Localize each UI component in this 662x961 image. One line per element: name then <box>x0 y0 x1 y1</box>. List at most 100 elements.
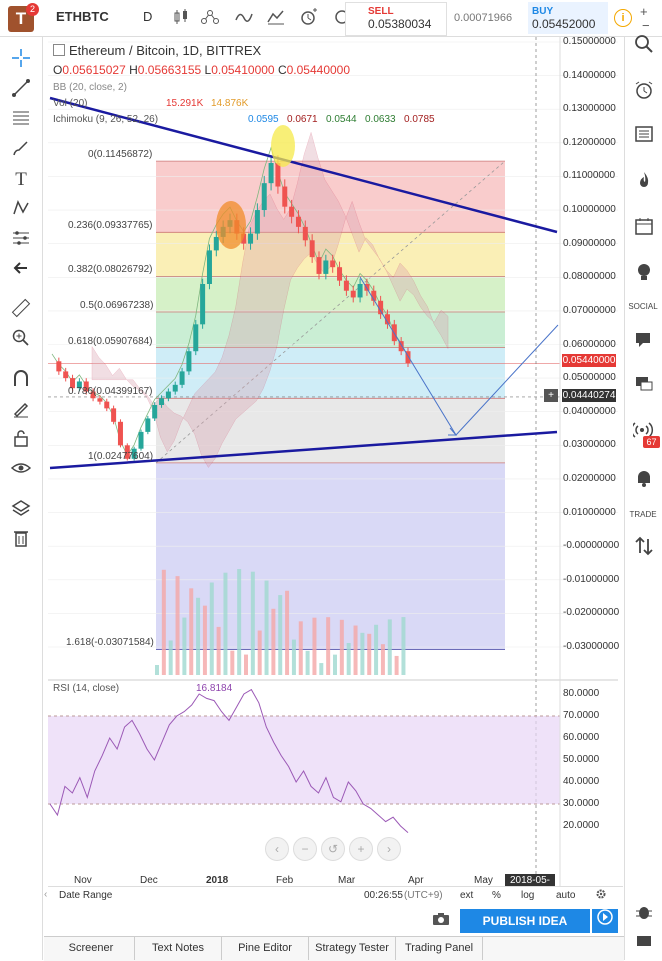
fib-zone <box>156 398 505 463</box>
calendar-icon[interactable] <box>632 216 656 240</box>
layers-icon[interactable] <box>9 498 33 522</box>
rsi-tick-label: 40.0000 <box>563 776 600 787</box>
rsi-indicator-label[interactable]: RSI (14, close) <box>53 683 120 694</box>
brush-icon[interactable] <box>9 138 33 162</box>
magnet-icon[interactable] <box>9 368 33 392</box>
ichimoku-indicator-label[interactable]: Ichimoku (9, 26, 52, 26) <box>53 114 159 125</box>
compare-icon[interactable] <box>200 8 220 26</box>
symbol-search[interactable]: ETHBTC <box>56 9 109 24</box>
scroll-right-button[interactable]: › <box>377 837 401 861</box>
rsi-panel <box>48 679 618 833</box>
tab-screener[interactable]: Screener <box>48 936 135 960</box>
search-icon[interactable] <box>632 34 656 58</box>
candle-body <box>289 206 295 217</box>
price-tick-label: 0.04000000 <box>563 405 616 417</box>
candles-style-icon[interactable] <box>171 8 191 26</box>
timezone-selector[interactable]: (UTC+9) <box>404 890 443 901</box>
ext-hours-toggle[interactable]: ext <box>460 890 474 901</box>
collapse-legend-icon[interactable] <box>53 44 65 56</box>
snapshot-camera-icon[interactable] <box>432 912 450 929</box>
lock-icon[interactable] <box>9 428 33 452</box>
ruler-icon[interactable] <box>9 298 33 322</box>
templates-icon[interactable] <box>266 8 286 26</box>
eye-icon[interactable] <box>9 458 33 482</box>
bug-report-icon[interactable] <box>632 902 656 926</box>
last-price-label: 0.05440000 <box>562 354 616 367</box>
chats-icon[interactable] <box>632 330 656 354</box>
streams-icon[interactable] <box>630 420 656 444</box>
zoom-out-button[interactable]: − <box>642 18 650 33</box>
crosshair-icon[interactable] <box>9 48 33 72</box>
indicators-icon[interactable] <box>234 8 254 26</box>
price-chart[interactable] <box>48 37 624 887</box>
sell-button[interactable] <box>345 2 447 36</box>
chart-settings-gear-icon[interactable] <box>595 888 607 903</box>
price-tick-label: -0.00000000 <box>563 540 620 552</box>
fib-level-label: 0.382(0.08026792) <box>68 264 153 276</box>
text-tool-icon[interactable]: T <box>15 169 27 190</box>
auto-scale-toggle[interactable]: auto <box>556 890 576 901</box>
trend-line-icon[interactable] <box>9 78 33 102</box>
trash-icon[interactable] <box>9 528 33 552</box>
candle-body <box>309 240 315 258</box>
publish-idea-button[interactable]: PUBLISH IDEA <box>460 909 590 933</box>
rsi-tick-label: 30.0000 <box>563 798 600 809</box>
bottom-collapse-icon[interactable]: ‹ <box>44 889 48 900</box>
candle-body <box>159 398 165 405</box>
zoom-in-chart-button[interactable]: + <box>349 837 373 861</box>
add-alert-plus-icon[interactable]: + <box>544 389 558 402</box>
trading-arrows-icon[interactable] <box>632 536 656 560</box>
time-tick-label: Nov <box>74 875 92 886</box>
notifications-bell-icon[interactable] <box>632 468 656 492</box>
hotlist-flame-icon[interactable] <box>632 170 656 194</box>
fib-zone <box>156 462 505 650</box>
fib-zone <box>156 347 505 399</box>
interval-selector[interactable]: D <box>143 9 153 24</box>
date-range-button[interactable]: Date Range <box>59 890 113 901</box>
volume-indicator-label[interactable]: Vol (20) <box>53 98 88 109</box>
buy-button[interactable] <box>528 2 608 34</box>
info-icon[interactable]: i <box>614 9 632 27</box>
pattern-icon[interactable] <box>9 198 33 222</box>
volume-bar <box>196 597 201 675</box>
fib-level-label: 1(0.02477604) <box>88 450 154 462</box>
watchlist-icon[interactable] <box>632 124 656 148</box>
volume-bar <box>168 640 173 675</box>
tab-text-notes[interactable]: Text Notes <box>135 936 222 960</box>
tab-trading-panel[interactable]: Trading Panel <box>396 936 483 960</box>
alert-icon[interactable] <box>298 8 318 26</box>
help-icon[interactable] <box>632 932 656 956</box>
lock-drawings-icon[interactable] <box>9 398 33 422</box>
tab-strategy-tester[interactable]: Strategy Tester <box>309 936 396 960</box>
highlight-ellipse-orange <box>216 201 246 249</box>
price-tick-label: 0.02000000 <box>563 472 616 484</box>
ichimoku-value-5: 0.0785 <box>404 114 435 125</box>
prediction-icon[interactable] <box>9 228 33 252</box>
percent-scale-toggle[interactable]: % <box>492 890 501 901</box>
ideas-lightbulb-icon[interactable] <box>632 262 656 286</box>
fib-tool-icon[interactable] <box>9 108 33 132</box>
zoom-out-chart-button[interactable]: − <box>293 837 317 861</box>
tab-pine-editor[interactable]: Pine Editor <box>222 936 309 960</box>
fib-level-label: 0(0.11456872) <box>88 149 153 161</box>
volume-bar <box>360 632 365 675</box>
candle-body <box>350 290 356 298</box>
bb-indicator-label[interactable]: BB (20, close, 2) <box>53 82 127 93</box>
buy-price: 0.05452000 <box>532 17 596 31</box>
volume-bar <box>339 619 344 675</box>
candle-body <box>200 284 206 325</box>
reset-chart-button[interactable]: ↺ <box>321 837 345 861</box>
back-arrow-icon[interactable] <box>9 258 33 282</box>
scroll-left-button[interactable]: ‹ <box>265 837 289 861</box>
rsi-line <box>49 688 409 833</box>
ichimoku-value-3: 0.0544 <box>326 114 357 125</box>
price-tick-label: 0.08000000 <box>563 271 616 283</box>
log-scale-toggle[interactable]: log <box>521 890 535 901</box>
ichimoku-cloud-band <box>91 131 449 468</box>
zoom-in-button[interactable]: + <box>640 4 648 19</box>
publish-options-icon[interactable] <box>592 909 618 933</box>
alarm-clock-icon[interactable] <box>632 80 656 104</box>
private-chats-icon[interactable] <box>632 374 656 398</box>
zoom-icon[interactable] <box>9 328 33 352</box>
fib-level-label: 0.5(0.06967238) <box>80 299 154 311</box>
